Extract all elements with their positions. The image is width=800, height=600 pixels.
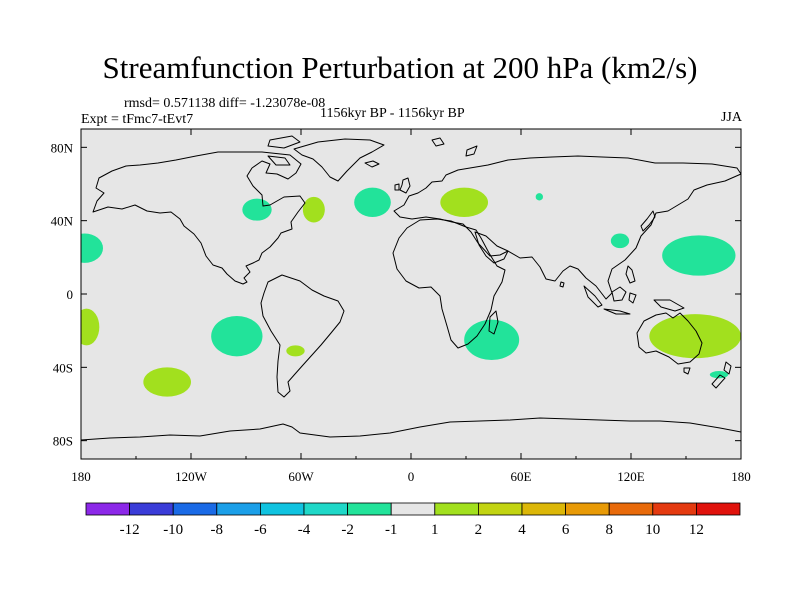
anomaly-south-pacific-west-edge	[81, 308, 100, 346]
coast-madagascar	[488, 310, 499, 335]
x-tick-label: 60E	[511, 469, 532, 484]
colorbar-swatch	[85, 502, 130, 516]
coast-sri-lanka	[559, 281, 565, 288]
plot-title: Streamfunction Perturbation at 200 hPa (…	[102, 50, 698, 85]
anomaly-west-pacific-low-north	[81, 233, 103, 263]
coast-java	[603, 308, 631, 315]
colorbar-swatch	[565, 502, 610, 516]
colorbar-label: 8	[605, 522, 613, 538]
anomaly-southern-africa	[464, 319, 520, 361]
x-tick-label: 120W	[175, 469, 208, 484]
coast-new-zealand-south	[711, 374, 726, 389]
colorbar-label: 12	[689, 522, 704, 538]
coast-ellesmere	[267, 135, 301, 149]
coast-new-zealand-north	[723, 361, 732, 375]
anomaly-australia	[649, 314, 741, 359]
coast-sumatra	[583, 285, 603, 308]
colorbar-label: -6	[254, 522, 267, 538]
y-tick-label: 40N	[51, 214, 74, 229]
colorbar-swatch	[216, 502, 261, 516]
x-tick-label: 180	[731, 469, 751, 484]
colorbar-swatch	[696, 502, 741, 516]
y-tick-label: 0	[67, 287, 74, 302]
coast-svalbard	[431, 137, 445, 147]
coast-south-america	[260, 274, 345, 398]
x-tick-label: 60W	[288, 469, 314, 484]
colorbar-swatch	[259, 502, 305, 516]
coast-africa	[392, 218, 506, 349]
y-tick-label: 80S	[53, 434, 73, 449]
y-tick-label: 80N	[51, 140, 74, 155]
colorbar-label: -2	[341, 522, 354, 538]
anomaly-uruguay	[286, 345, 305, 357]
coast-great-britain	[399, 177, 411, 194]
colorbar-swatch	[390, 502, 436, 516]
stats-line: rmsd= 0.571138 diff= -1.23078e-08	[124, 96, 326, 111]
coast-borneo	[611, 286, 627, 302]
colorbar-label: -12	[120, 522, 140, 538]
coast-australia	[636, 312, 703, 365]
anomaly-north-atlantic	[354, 187, 391, 217]
anomaly-caspian	[535, 193, 543, 201]
x-tick-label: 0	[408, 469, 415, 484]
colorbar-label: -4	[298, 522, 311, 538]
colorbar-label: 4	[518, 522, 526, 538]
map-area: 180 120W 60W 0 60E 120E 180 80N 40N 0 40S 80S	[51, 128, 751, 484]
period-label: 1156kyr BP - 1156kyr BP	[320, 106, 465, 121]
coast-tasmania	[683, 367, 691, 375]
colorbar-label: -8	[211, 522, 224, 538]
y-tick-label: 40S	[53, 360, 73, 375]
colorbar-label: 6	[562, 522, 570, 538]
x-tick-label: 180	[71, 469, 91, 484]
colorbar-swatch	[129, 502, 174, 516]
colorbar-label: -10	[163, 522, 183, 538]
coast-sulawesi	[628, 292, 637, 304]
coast-philippines	[625, 265, 636, 284]
coast-north-america	[92, 151, 306, 285]
coast-greenland	[293, 138, 385, 182]
colorbar-swatch	[477, 502, 523, 516]
anomaly-new-zealand	[709, 371, 729, 379]
experiment-label: Expt = tFmc7-tEvt7	[81, 112, 194, 127]
colorbar-swatch	[303, 502, 348, 516]
coast-antarctica	[80, 417, 742, 441]
colorbar-label: -1	[385, 522, 398, 538]
coast-new-guinea	[653, 299, 685, 312]
coast-baffin	[267, 155, 291, 166]
anomaly-north-pacific	[662, 235, 736, 276]
colorbar-swatch	[172, 502, 218, 516]
anomaly-great-lakes	[242, 198, 272, 221]
colorbar: -12 -10 -8 -6 -4 -2 -1 1 2 4 6 8 10 12	[85, 502, 741, 538]
anomaly-china	[610, 233, 630, 249]
x-tick-label: 120E	[617, 469, 645, 484]
anomaly-newfoundland	[302, 196, 325, 223]
coast-arabia	[474, 231, 509, 264]
coast-eurasia	[393, 155, 742, 300]
map-background	[81, 129, 741, 459]
colorbar-label: 1	[431, 522, 439, 538]
colorbar-swatch	[347, 502, 392, 516]
season-label: JJA	[720, 110, 742, 125]
colorbar-label: 2	[475, 522, 483, 538]
anomaly-east-pacific-south	[211, 316, 263, 357]
map-frame	[80, 128, 742, 460]
coast-japan	[640, 210, 656, 232]
colorbar-swatch	[652, 502, 697, 516]
colorbar-swatch	[608, 502, 654, 516]
coast-iceland	[364, 160, 380, 168]
colorbar-swatch	[434, 502, 479, 516]
coast-novaya-zemlya	[465, 145, 478, 157]
coast-ireland	[394, 183, 400, 191]
axis-ticks: 180 120W 60W 0 60E 120E 180 80N 40N 0 40S 80S	[51, 129, 751, 484]
colorbar-label: 10	[645, 522, 660, 538]
anomaly-south-pacific	[143, 367, 192, 397]
colorbar-swatch	[521, 502, 566, 516]
anomaly-layer	[81, 187, 741, 397]
coastlines	[80, 135, 742, 441]
anomaly-europe	[440, 187, 488, 217]
